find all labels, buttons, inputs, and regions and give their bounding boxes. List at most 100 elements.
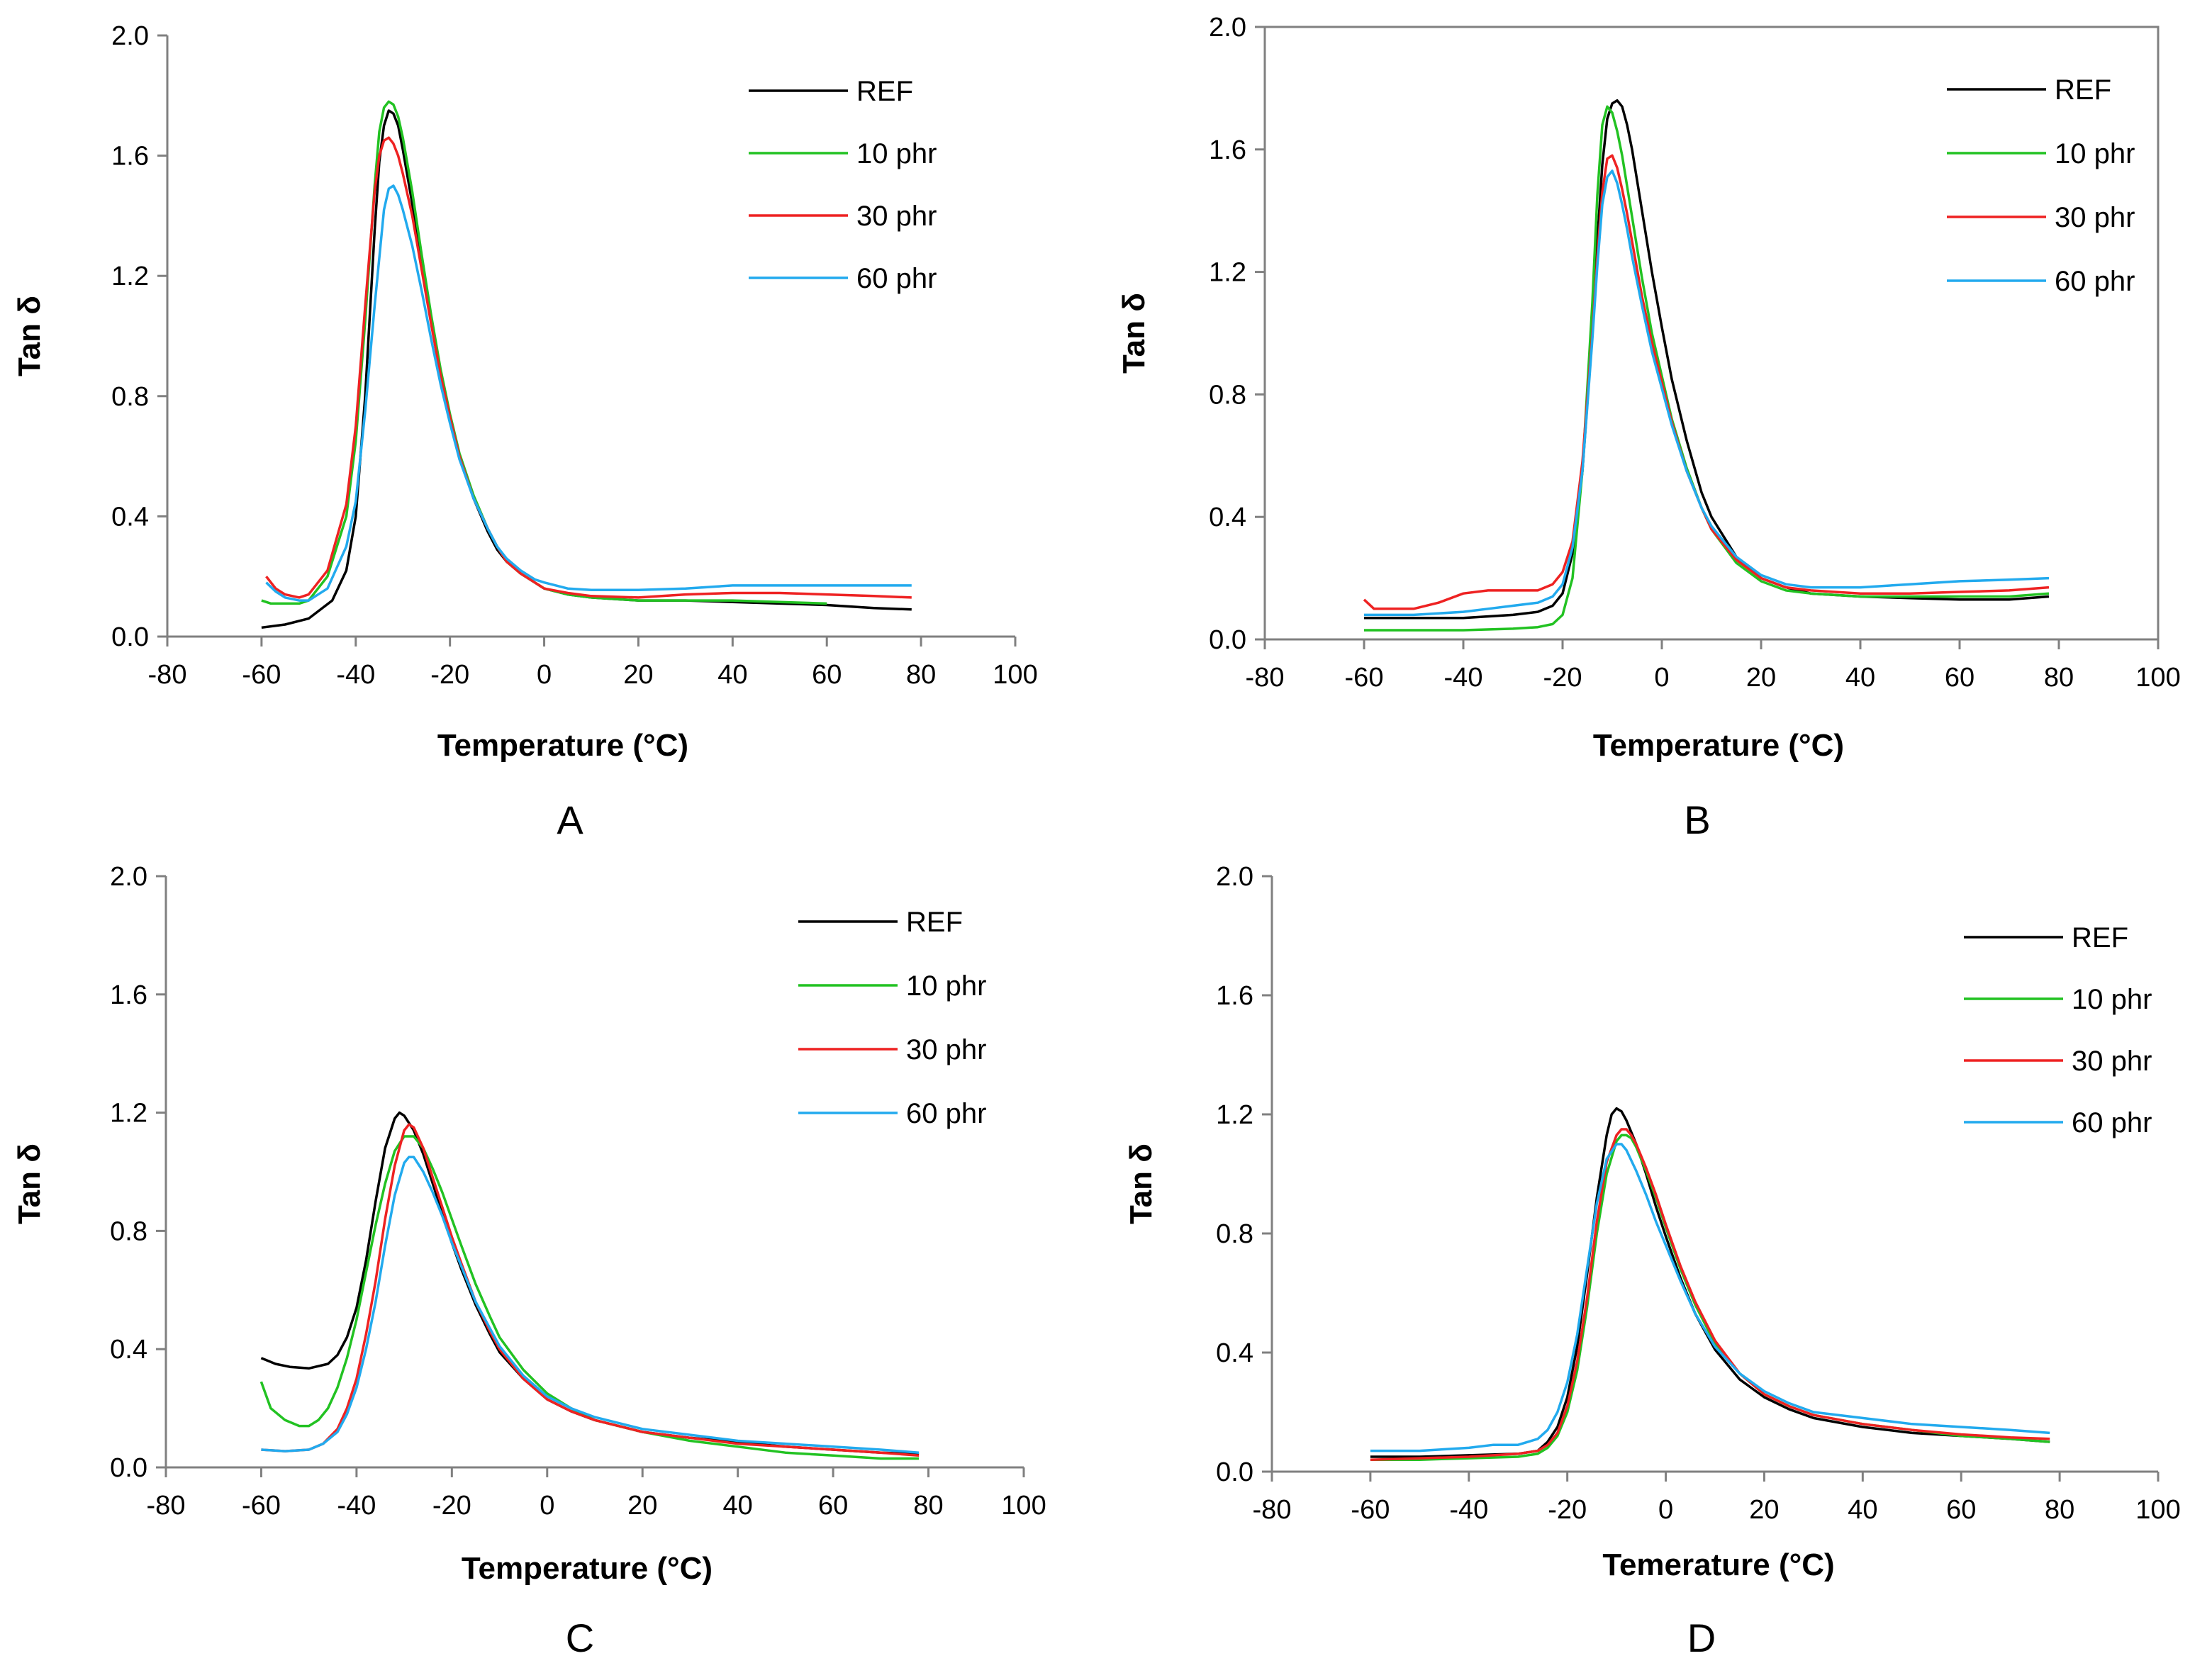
x-axis-title: Temperature (°C) <box>1593 728 1844 763</box>
y-tick-label: 1.6 <box>111 142 149 172</box>
x-tick-label: 40 <box>1845 663 1875 693</box>
y-tick-label: 0.4 <box>111 502 149 532</box>
y-tick-label: 0.4 <box>110 1335 147 1365</box>
x-tick-label: 0 <box>537 660 552 690</box>
y-tick-label: 2.0 <box>111 21 149 51</box>
x-tick-label: 0 <box>1658 1495 1673 1525</box>
x-tick-label: -80 <box>148 660 187 690</box>
y-axis-title: Tan δ <box>12 1143 47 1224</box>
y-tick-label: 0.0 <box>1209 625 1246 655</box>
x-tick-label: -80 <box>1246 663 1285 693</box>
x-tick-label: 40 <box>1848 1495 1877 1525</box>
y-tick-label: 1.2 <box>111 262 149 291</box>
series-line-30-phr <box>1363 154 2050 610</box>
x-tick-label: 0 <box>1654 663 1669 693</box>
x-tick-label: -20 <box>430 660 469 690</box>
x-tick-label: -60 <box>1351 1495 1390 1525</box>
x-tick-label: -60 <box>242 1491 281 1521</box>
x-tick-label: 80 <box>2044 663 2074 693</box>
y-axis-title: Tan δ <box>1117 293 1151 374</box>
x-tick-label: -60 <box>242 660 281 690</box>
x-axis-title: Temperature (°C) <box>462 1551 713 1586</box>
panel-d: 0.0 0.4 0.8 1.2 1.6 2.0 -80 -60 -40 -20 0 20 40 60 80 1… <box>1124 862 2181 1660</box>
series-line-ref <box>1370 1107 2050 1458</box>
y-tick-label: 0.4 <box>1209 503 1246 532</box>
x-tick-label: 100 <box>993 660 1037 690</box>
y-tick-label: 0.4 <box>1216 1338 1253 1368</box>
x-tick-label: -40 <box>336 660 375 690</box>
y-tick-label: 0.8 <box>1209 380 1246 410</box>
panel-label: C <box>566 1616 594 1660</box>
y-tick-label: 0.8 <box>1216 1219 1253 1249</box>
legend-label: 30 phr <box>2055 202 2135 233</box>
x-axis-title: Temperature (°C) <box>437 728 688 763</box>
x-tick-label: 20 <box>623 660 653 690</box>
series-line-60-phr <box>265 184 912 602</box>
y-tick-label: 1.2 <box>1216 1100 1253 1130</box>
panel-label: B <box>1684 797 1710 842</box>
legend-label: 30 phr <box>906 1034 986 1065</box>
legend-label: 60 phr <box>2055 266 2135 297</box>
series-line-30-phr <box>265 136 912 599</box>
x-tick-label: 20 <box>627 1491 657 1521</box>
y-tick-label: 1.2 <box>1209 258 1246 288</box>
x-tick-label: -20 <box>1548 1495 1587 1525</box>
x-tick-label: 40 <box>717 660 747 690</box>
legend-label: 10 phr <box>2072 984 2152 1015</box>
x-tick-label: -40 <box>337 1491 376 1521</box>
x-tick-label: 20 <box>1746 663 1776 693</box>
legend-label: REF <box>2072 922 2128 953</box>
x-tick-label: -80 <box>147 1491 186 1521</box>
y-tick-label: 0.0 <box>111 622 149 652</box>
series-line-10-phr <box>1364 105 2050 632</box>
panel-b: 0.0 0.4 0.8 1.2 1.6 2.0 -80 -60 -40 -20 0 20 40 60 80 1… <box>1117 13 2181 842</box>
x-tick-label: 60 <box>1945 663 1974 693</box>
y-tick-label: 0.0 <box>1216 1457 1253 1487</box>
y-tick-label: 1.6 <box>1216 981 1253 1011</box>
x-tick-label: 20 <box>1749 1495 1779 1525</box>
x-tick-label: 0 <box>540 1491 554 1521</box>
legend-label: 10 phr <box>856 138 937 169</box>
x-tick-label: 80 <box>906 660 936 690</box>
x-tick-label: 80 <box>913 1491 943 1521</box>
panels: 0.0 0.4 0.8 1.2 1.6 2.0 -80 -60 -40 -20 0 20 40 60 80 1… <box>12 13 2181 1660</box>
y-axis-title: Tan δ <box>12 296 47 376</box>
x-tick-label: 80 <box>2045 1495 2074 1525</box>
x-tick-label: 60 <box>812 660 842 690</box>
legend: REF 10 phr 30 phr 60 phr <box>1964 922 2152 1138</box>
legend-label: REF <box>2055 74 2111 106</box>
x-tick-label: -40 <box>1444 663 1483 693</box>
legend-label: 60 phr <box>856 263 937 294</box>
x-axis-title: Temerature (°C) <box>1602 1547 1834 1582</box>
legend-label: REF <box>856 76 913 107</box>
x-tick-label: 60 <box>1946 1495 1976 1525</box>
x-tick-label: -60 <box>1345 663 1384 693</box>
x-tick-label: 60 <box>818 1491 848 1521</box>
x-tick-label: -80 <box>1253 1495 1292 1525</box>
series-line-60-phr <box>1370 1143 2050 1452</box>
y-tick-label: 0.0 <box>110 1453 147 1483</box>
panel-label: D <box>1687 1616 1716 1660</box>
series-line-60-phr <box>1364 169 2050 617</box>
y-tick-label: 2.0 <box>1209 13 1246 43</box>
x-tick-label: -20 <box>1543 663 1582 693</box>
x-tick-label: 100 <box>2135 1495 2180 1525</box>
series-line-10-phr <box>261 100 827 605</box>
legend-label: REF <box>906 907 963 938</box>
legend-label: 30 phr <box>856 201 937 232</box>
series-line-60-phr <box>261 1155 920 1454</box>
y-tick-label: 1.6 <box>1209 135 1246 165</box>
y-tick-label: 0.8 <box>111 382 149 412</box>
x-tick-label: -20 <box>432 1491 471 1521</box>
legend-label: 60 phr <box>906 1098 986 1129</box>
panel-c: 0.0 0.4 0.8 1.2 1.6 2.0 -80 -60 -40 -20 0 20 40 60 80 1… <box>12 862 1046 1660</box>
plot-frame <box>1263 26 2160 641</box>
panel-label: A <box>557 797 583 842</box>
legend: REF 10 phr 30 phr 60 phr <box>1947 74 2135 297</box>
x-tick-label: 40 <box>723 1491 753 1521</box>
series-line-30-phr <box>261 1123 920 1457</box>
legend: REF 10 phr 30 phr 60 phr <box>749 76 937 294</box>
legend: REF 10 phr 30 phr 60 phr <box>798 907 986 1129</box>
y-tick-label: 1.6 <box>110 980 147 1010</box>
